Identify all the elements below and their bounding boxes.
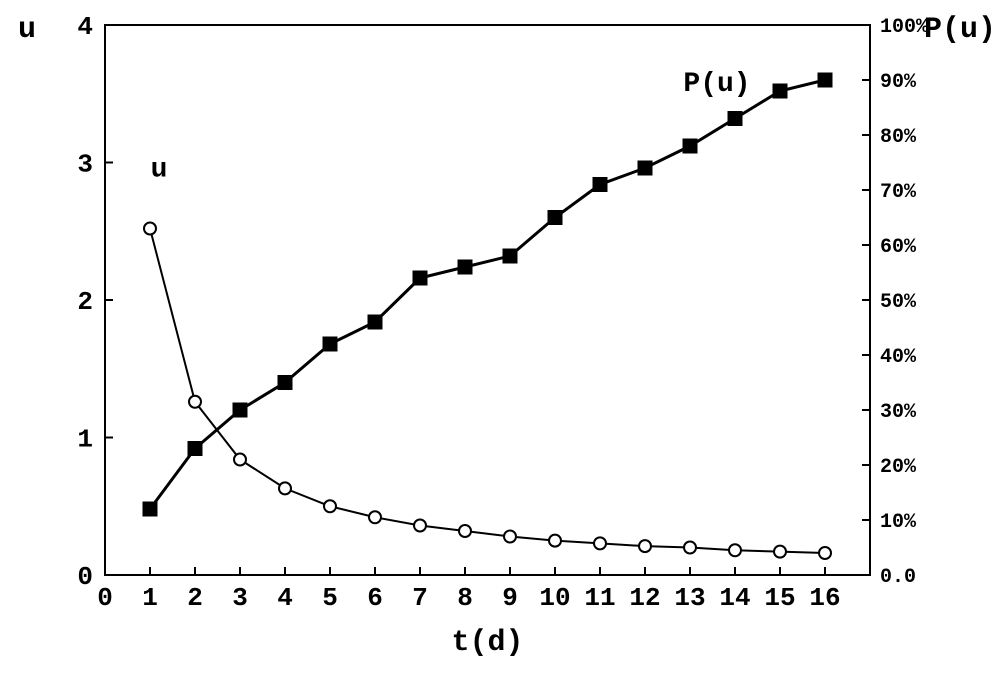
series-marker-P(u) (638, 161, 652, 175)
x-tick-label: 14 (719, 583, 750, 613)
x-tick-label: 0 (97, 583, 113, 613)
series-marker-P(u) (458, 260, 472, 274)
x-tick-label: 4 (277, 583, 293, 613)
series-marker-u (414, 520, 426, 532)
series-marker-P(u) (368, 315, 382, 329)
chart-container: 012345678910111213141516t(d)01234u0.010%… (0, 0, 1000, 677)
x-tick-label: 2 (187, 583, 203, 613)
series-line-P(u) (150, 80, 825, 509)
x-tick-label: 7 (412, 583, 428, 613)
series-marker-u (684, 542, 696, 554)
series-marker-P(u) (233, 403, 247, 417)
y-right-tick-label: 60% (880, 236, 917, 259)
y-left-tick-label: 3 (77, 150, 93, 180)
x-tick-label: 5 (322, 583, 338, 613)
series-marker-P(u) (773, 84, 787, 98)
series-marker-u (594, 537, 606, 549)
x-tick-label: 6 (367, 583, 383, 613)
series-marker-u (279, 482, 291, 494)
series-marker-P(u) (503, 249, 517, 263)
x-tick-label: 1 (142, 583, 158, 613)
series-marker-P(u) (593, 178, 607, 192)
y-right-tick-label: 20% (880, 456, 917, 479)
y-right-tick-label: 40% (880, 346, 917, 369)
series-label-P(u): P(u) (683, 69, 750, 100)
x-tick-label: 3 (232, 583, 248, 613)
series-marker-P(u) (548, 211, 562, 225)
y-right-tick-label: 0.0 (880, 566, 916, 589)
series-marker-P(u) (278, 376, 292, 390)
x-axis-label: t(d) (451, 626, 523, 660)
x-tick-label: 10 (539, 583, 570, 613)
y-right-tick-label: 30% (880, 401, 917, 424)
series-marker-u (144, 223, 156, 235)
series-marker-u (774, 546, 786, 558)
series-marker-P(u) (143, 502, 157, 516)
series-marker-u (324, 500, 336, 512)
series-marker-u (729, 544, 741, 556)
y-left-tick-label: 0 (77, 562, 93, 592)
series-marker-u (369, 511, 381, 523)
y-right-axis-label: P(u) (924, 13, 996, 47)
series-marker-u (189, 396, 201, 408)
series-marker-u (819, 547, 831, 559)
series-marker-u (459, 525, 471, 537)
series-marker-u (234, 454, 246, 466)
y-left-axis-label: u (18, 13, 36, 47)
y-left-tick-label: 1 (77, 425, 93, 455)
series-marker-u (639, 540, 651, 552)
x-tick-label: 15 (764, 583, 795, 613)
x-tick-label: 12 (629, 583, 660, 613)
x-tick-label: 9 (502, 583, 518, 613)
x-tick-label: 8 (457, 583, 473, 613)
y-right-tick-label: 100% (880, 16, 929, 39)
series-marker-P(u) (323, 337, 337, 351)
series-marker-P(u) (683, 139, 697, 153)
series-label-u: u (151, 154, 168, 185)
x-tick-label: 16 (809, 583, 840, 613)
series-marker-P(u) (413, 271, 427, 285)
y-right-tick-label: 10% (880, 511, 917, 534)
x-tick-label: 11 (584, 583, 615, 613)
x-tick-label: 13 (674, 583, 705, 613)
y-left-tick-label: 2 (77, 287, 93, 317)
series-marker-P(u) (728, 112, 742, 126)
y-right-tick-label: 70% (880, 181, 917, 204)
chart-svg: 012345678910111213141516t(d)01234u0.010%… (0, 0, 1000, 677)
series-marker-P(u) (818, 73, 832, 87)
series-marker-u (549, 535, 561, 547)
y-left-tick-label: 4 (77, 12, 93, 42)
y-right-tick-label: 50% (880, 291, 917, 314)
series-line-u (150, 229, 825, 554)
y-right-tick-label: 80% (880, 126, 917, 149)
y-right-tick-label: 90% (880, 71, 917, 94)
series-marker-P(u) (188, 442, 202, 456)
series-marker-u (504, 531, 516, 543)
